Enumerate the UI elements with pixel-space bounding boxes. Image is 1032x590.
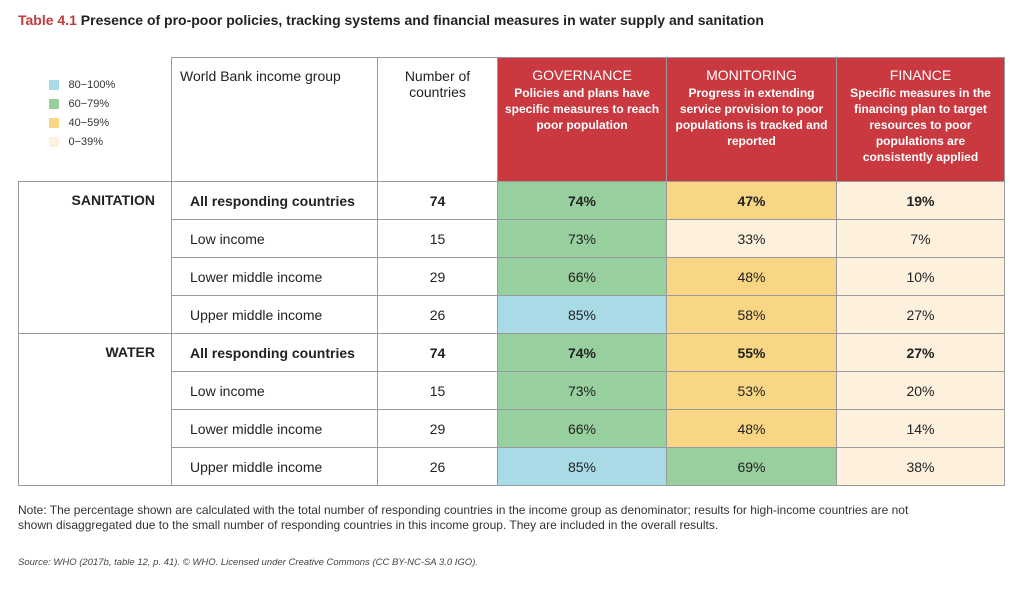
section-label: WATER (18, 333, 172, 486)
country-count-cell: 29 (377, 409, 498, 448)
legend-swatch (48, 99, 59, 109)
income-group-cell: Low income (171, 371, 378, 410)
legend: 80−100% 60−79% 40−59% 0−39% (19, 58, 172, 152)
policy-table: 80−100% 60−79% 40−59% 0−39% (18, 57, 1005, 486)
monitoring-value-cell: 47% (666, 181, 837, 220)
legend-item: 40−59% (48, 114, 172, 133)
monitoring-value-cell: 69% (666, 447, 837, 486)
table-row: Low income 15 73% 53% 20% (19, 371, 1005, 410)
governance-value-cell: 66% (497, 257, 667, 296)
legend-label: 40−59% (68, 117, 110, 129)
section-label: SANITATION (18, 181, 172, 334)
finance-value-cell: 7% (836, 219, 1005, 258)
finance-value-cell: 20% (836, 371, 1005, 410)
country-count-cell: 15 (377, 219, 498, 258)
legend-swatch (48, 80, 59, 90)
income-group-cell: Lower middle income (171, 257, 378, 296)
table-caption: Presence of pro-poor policies, tracking … (80, 12, 764, 28)
table-row: Lower middle income 29 66% 48% 14% (19, 409, 1005, 448)
monitoring-value-cell: 48% (666, 409, 837, 448)
legend-label: 0−39% (68, 136, 104, 148)
table-row: Lower middle income 29 66% 48% 10% (19, 257, 1005, 296)
country-count-cell: 74 (377, 181, 498, 220)
legend-item: 80−100% (48, 76, 172, 95)
governance-title: GOVERNANCE (532, 67, 632, 83)
income-group-cell: Upper middle income (171, 447, 378, 486)
header-row: 80−100% 60−79% 40−59% 0−39% (18, 57, 1005, 182)
legend-item: 60−79% (48, 95, 172, 114)
governance-description: Policies and plans have specific measure… (504, 86, 660, 132)
finance-description: Specific measures in the financing plan … (850, 86, 991, 164)
income-group-cell: Low income (171, 219, 378, 258)
income-group-cell: Upper middle income (171, 295, 378, 334)
table-body: SANITATION All responding countries 74 74% 4… (18, 181, 1005, 486)
table-row: SANITATION All responding countries 74 74% 4… (18, 181, 1005, 334)
monitoring-value-cell: 33% (666, 219, 837, 258)
finance-value-cell: 14% (836, 409, 1005, 448)
header-monitoring: MONITORING Progress in extending service… (666, 57, 837, 182)
governance-value-cell: 85% (497, 447, 667, 486)
income-group-cell: Lower middle income (171, 409, 378, 448)
governance-value-cell: 73% (497, 219, 667, 258)
governance-value-cell: 73% (497, 371, 667, 410)
table-row: Low income 15 73% 33% 7% (19, 219, 1005, 258)
finance-value-cell: 38% (836, 447, 1005, 486)
legend-label: 80−100% (68, 79, 116, 91)
table-title: Table 4.1 Presence of pro-poor policies,… (18, 12, 764, 28)
legend-item: 0−39% (48, 133, 172, 152)
governance-value-cell: 66% (497, 409, 667, 448)
finance-title: FINANCE (889, 67, 952, 83)
governance-value-cell: 74% (497, 333, 667, 372)
country-count-cell: 26 (377, 295, 498, 334)
header-finance: FINANCE Specific measures in the financi… (836, 57, 1005, 182)
income-group-cell: All responding countries (171, 333, 378, 372)
finance-value-cell: 27% (836, 333, 1005, 372)
income-group-cell: All responding countries (171, 181, 378, 220)
monitoring-value-cell: 48% (666, 257, 837, 296)
governance-value-cell: 85% (497, 295, 667, 334)
legend-swatch (48, 137, 59, 147)
monitoring-title: MONITORING (706, 67, 797, 83)
table-source: Source: WHO (2017b, table 12, p. 41). © … (18, 557, 478, 568)
header-income-group: World Bank income group (171, 57, 378, 182)
monitoring-value-cell: 55% (666, 333, 837, 372)
table-row: Upper middle income 26 85% 69% 38% (19, 447, 1005, 486)
legend-swatch (48, 118, 59, 128)
table-note: Note: The percentage shown are calculate… (18, 503, 909, 532)
legend-cell: 80−100% 60−79% 40−59% 0−39% (18, 57, 172, 182)
monitoring-value-cell: 58% (666, 295, 837, 334)
legend-label: 60−79% (68, 98, 110, 110)
header-governance: GOVERNANCE Policies and plans have speci… (497, 57, 667, 182)
table-row: WATER All responding countries 74 74% 55% 27% (18, 333, 1005, 486)
header-number-of-countries: Number of countries (377, 57, 498, 182)
monitoring-description: Progress in extending service provision … (675, 86, 828, 148)
country-count-cell: 74 (377, 333, 498, 372)
table-label: Table 4.1 (18, 12, 77, 28)
country-count-cell: 29 (377, 257, 498, 296)
country-count-cell: 15 (377, 371, 498, 410)
governance-value-cell: 74% (497, 181, 667, 220)
finance-value-cell: 10% (836, 257, 1005, 296)
table-row: Upper middle income 26 85% 58% 27% (19, 295, 1005, 334)
finance-value-cell: 27% (836, 295, 1005, 334)
country-count-cell: 26 (377, 447, 498, 486)
monitoring-value-cell: 53% (666, 371, 837, 410)
finance-value-cell: 19% (836, 181, 1005, 220)
